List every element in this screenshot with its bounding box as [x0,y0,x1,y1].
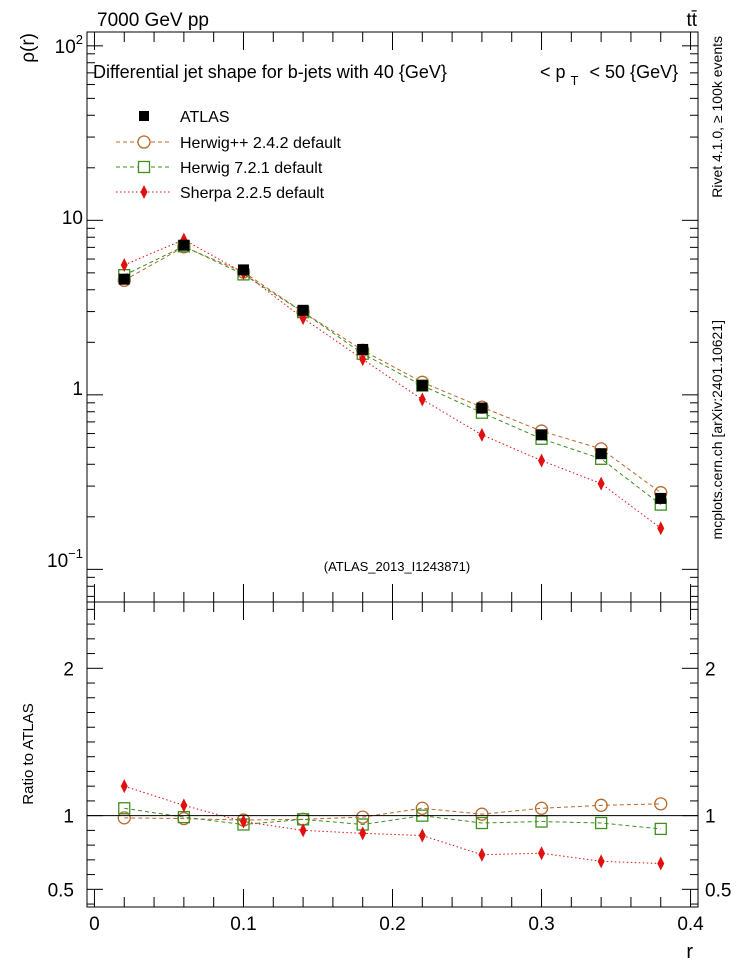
ratio-tick-label-1: 1 [63,807,74,828]
ratio-point-herwig-2-4-2-default [415,801,429,815]
plot-title-rest: < 50 {GeV} [590,62,679,82]
series-line-herwig-2-4-2-default [124,246,662,494]
ratio-point-herwig-2-4-2-default [534,801,549,815]
point-atlas [178,239,190,251]
point-atlas [595,448,607,460]
legend-label-herwigpp: Herwig++ 2.4.2 default [180,135,342,152]
ratio-tick-label-0.5: 0.5 [48,880,74,901]
x-tick-label-0: 0 [89,914,100,935]
plot-title-main: Differential jet shape for b-jets with 4… [93,62,447,82]
y-tick-label-0.1: 10−1 [47,546,83,572]
point-sherpa-2-2-5-default [359,352,367,367]
ratio-point-herwig-2-4-2-default [117,811,131,825]
legend-marker-herwigpp [137,135,151,149]
legend-label-sherpa: Sherpa 2.2.5 default [180,185,325,202]
ratio-point-herwig-7-2-1-default [475,816,489,830]
point-atlas [655,492,667,504]
ratio-point-herwig-7-2-1-default [654,822,667,836]
ratio-tick-label-right-2: 2 [705,659,716,680]
point-sherpa-2-2-5-default [478,427,486,442]
analysis-id: (ATLAS_2013_I1243871) [324,559,470,574]
x-tick-label-0.3: 0.3 [528,914,554,935]
main-plot-frame [86,31,699,603]
x-axis-ticks [93,32,692,907]
legend-label-atlas: ATLAS [180,109,230,126]
ratio-point-sherpa-2-2-5-default [597,854,605,869]
ratio-tick-label-right-0.5: 0.5 [705,880,731,901]
point-sherpa-2-2-5-default [538,453,546,468]
ratio-point-sherpa-2-2-5-default [299,823,307,838]
ratio-axis-ticks [87,608,698,905]
y-tick-label-10: 10 [62,208,83,229]
x-axis-title: r [686,941,693,963]
rivet-label: Rivet 4.1.0, ≥ 100k events [709,36,725,198]
ratio-point-sherpa-2-2-5-default [180,798,188,813]
ratio-point-herwig-7-2-1-default [594,816,608,830]
ratio-line-herwig-2-4-2-default [124,803,661,821]
point-atlas [476,402,488,414]
y-tick-label-1: 1 [72,379,83,400]
legend-marker-atlas [139,111,149,121]
point-atlas [237,264,249,276]
ratio-point-herwig-2-4-2-default [594,798,608,812]
x-tick-label-0.2: 0.2 [379,914,405,935]
ratio-line-herwig-7-2-1-default [124,807,661,830]
legend-marker-sherpa [140,185,148,199]
main-series-layer [117,232,668,536]
legend-marker-herwig7 [137,160,151,174]
point-sherpa-2-2-5-default [597,476,605,491]
legend: ATLAS Herwig++ 2.4.2 default Herwig 7.2.… [116,109,342,202]
ratio-point-sherpa-2-2-5-default [418,828,426,843]
ratio-y-axis-title: Ratio to ATLAS [20,703,37,804]
point-sherpa-2-2-5-default [120,257,128,272]
ratio-tick-label-2: 2 [63,659,74,680]
ratio-point-sherpa-2-2-5-default [538,846,546,861]
main-axis-ticks [87,45,698,597]
ratio-series-layer [117,779,668,871]
plot-title-sub: T [571,73,579,88]
ratio-point-herwig-2-4-2-default [654,797,668,811]
series-line-herwig-7-2-1-default [124,245,662,505]
ratio-tick-label-right-1: 1 [705,807,716,828]
plot-title: Differential jet shape for b-jets with 4… [93,62,678,89]
ratio-point-herwig-2-4-2-default [475,807,489,821]
ratio-point-sherpa-2-2-5-default [239,814,247,829]
energy-label: 7000 GeV pp [97,10,209,31]
x-tick-label-0.1: 0.1 [230,914,256,935]
point-sherpa-2-2-5-default [418,392,426,407]
mcplots-label: mcplots.cern.ch [arXiv:2401.10621] [709,320,725,539]
point-atlas [297,304,309,316]
point-atlas [416,380,428,392]
ratio-plot-frame [86,601,699,908]
point-atlas [536,429,548,441]
y-axis-title: ρ(r) [18,33,39,63]
ratio-point-sherpa-2-2-5-default [478,847,486,862]
point-atlas [357,343,369,355]
ratio-point-sherpa-2-2-5-default [359,826,367,841]
plot-title-lt: < p [540,62,566,82]
ratio-point-sherpa-2-2-5-default [120,779,128,794]
ratio-line-sherpa-2-2-5-default [124,785,661,865]
point-atlas [118,273,130,285]
point-sherpa-2-2-5-default [657,521,665,536]
x-tick-label-0.4: 0.4 [677,914,704,935]
legend-label-herwig7: Herwig 7.2.1 default [180,160,323,177]
series-line-sherpa-2-2-5-default [124,239,662,529]
ratio-point-herwig-7-2-1-default [118,802,131,815]
ratio-point-herwig-2-4-2-default [356,810,370,824]
ratio-point-sherpa-2-2-5-default [657,856,665,871]
y-tick-label-100: 102 [55,32,83,58]
process-label: tt̄ [686,10,697,31]
